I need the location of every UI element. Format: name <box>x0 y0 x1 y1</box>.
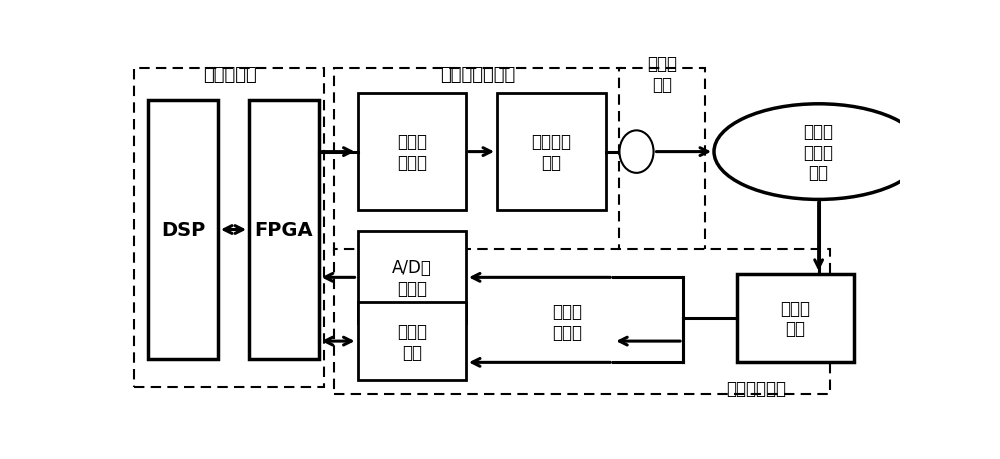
Bar <box>619 69 705 253</box>
Text: 旋转变
压器: 旋转变 压器 <box>780 299 810 338</box>
Text: 信号调
理电路: 信号调 理电路 <box>552 302 582 341</box>
Text: 功率变换
电路: 功率变换 电路 <box>531 133 571 172</box>
Bar <box>358 94 466 211</box>
Bar <box>737 274 854 363</box>
Bar <box>497 94 606 211</box>
Circle shape <box>714 105 923 200</box>
Bar <box>148 101 218 359</box>
Text: 隔离驱
动电路: 隔离驱 动电路 <box>397 133 427 172</box>
Bar <box>358 302 466 380</box>
Text: 六相永
磁容错
电机: 六相永 磁容错 电机 <box>804 123 834 182</box>
Text: 容错功率驱动器: 容错功率驱动器 <box>440 66 515 84</box>
Text: 容错控制器: 容错控制器 <box>203 66 256 84</box>
Text: 信号检测电路: 信号检测电路 <box>727 379 787 397</box>
Bar <box>134 69 324 387</box>
Text: DSP: DSP <box>161 220 205 240</box>
Text: 电流传
感器: 电流传 感器 <box>647 55 677 94</box>
Bar <box>249 101 319 359</box>
Ellipse shape <box>619 131 654 174</box>
Text: FPGA: FPGA <box>255 220 313 240</box>
Bar <box>358 232 466 324</box>
Text: A/D转
换电路: A/D转 换电路 <box>392 258 432 297</box>
Bar <box>334 250 830 394</box>
Bar <box>334 69 621 253</box>
Text: 轴角变
换器: 轴角变 换器 <box>397 322 427 361</box>
